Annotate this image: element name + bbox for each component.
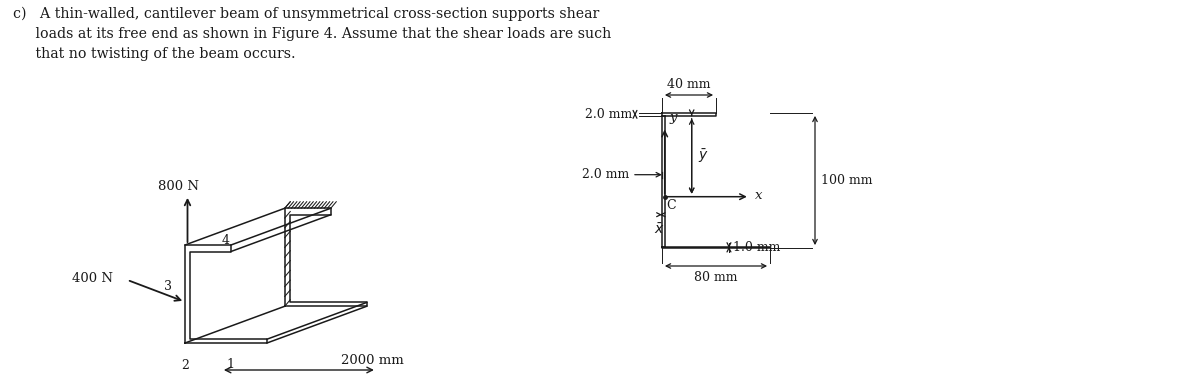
Text: $\bar{x}$: $\bar{x}$ <box>654 222 665 236</box>
Text: c)   A thin-walled, cantilever beam of unsymmetrical cross-section supports shea: c) A thin-walled, cantilever beam of uns… <box>13 7 611 62</box>
Text: C: C <box>667 199 677 212</box>
Text: 800 N: 800 N <box>157 180 198 193</box>
Text: 2.0 mm: 2.0 mm <box>582 168 629 181</box>
Text: 2: 2 <box>181 359 190 372</box>
Text: 1.0 mm: 1.0 mm <box>733 241 780 254</box>
Text: 1: 1 <box>226 358 234 371</box>
Text: 2000 mm: 2000 mm <box>341 354 404 367</box>
Text: 100 mm: 100 mm <box>821 174 872 187</box>
Text: x: x <box>755 189 762 202</box>
Text: 3: 3 <box>164 280 172 293</box>
Text: 40 mm: 40 mm <box>667 78 710 91</box>
Text: 400 N: 400 N <box>72 272 113 285</box>
Text: 4: 4 <box>222 234 229 248</box>
Text: $\bar{y}$: $\bar{y}$ <box>697 147 708 165</box>
Text: 2.0 mm: 2.0 mm <box>584 108 632 121</box>
Text: y: y <box>670 111 677 124</box>
Text: 80 mm: 80 mm <box>695 271 738 284</box>
